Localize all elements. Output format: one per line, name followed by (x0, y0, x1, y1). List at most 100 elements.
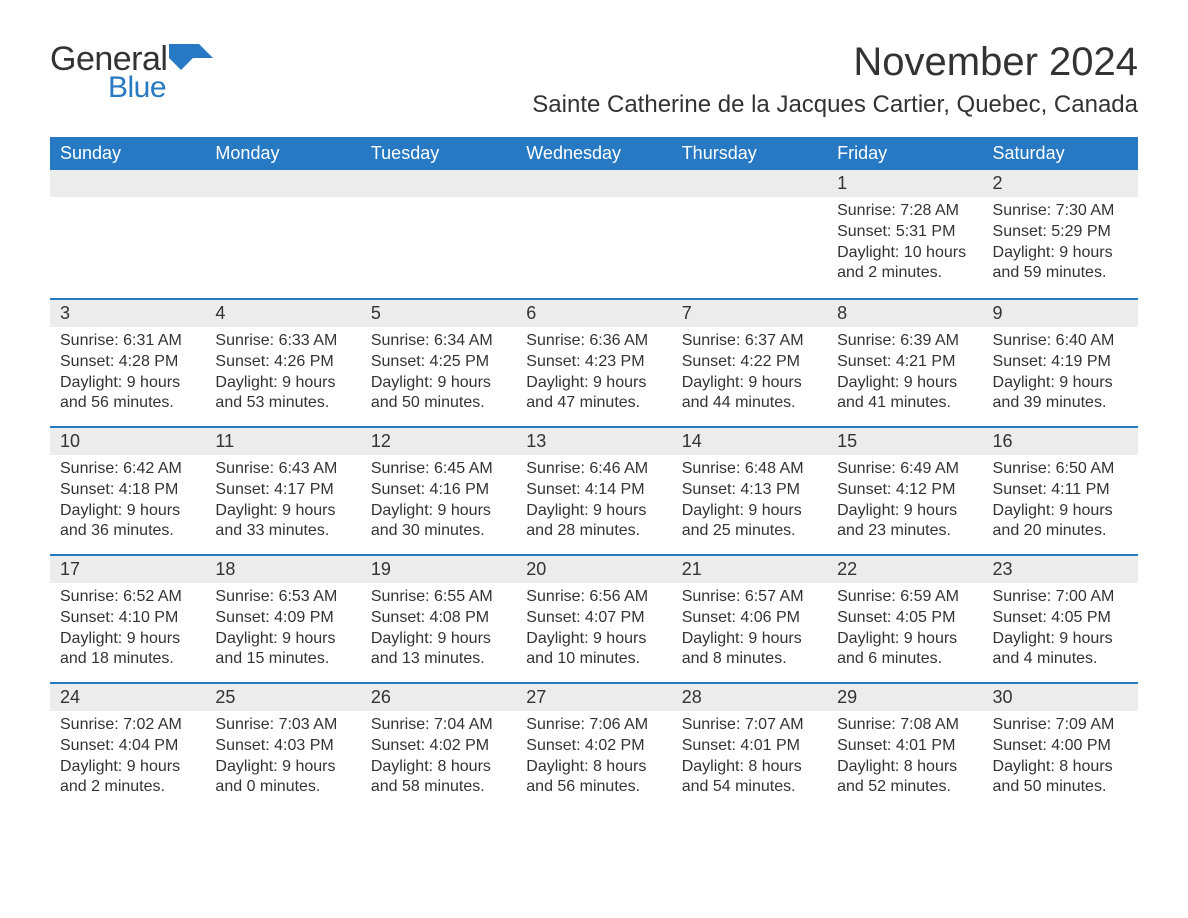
day-details: Sunrise: 6:37 AMSunset: 4:22 PMDaylight:… (672, 327, 827, 420)
day-details: Sunrise: 6:42 AMSunset: 4:18 PMDaylight:… (50, 455, 205, 548)
sunset-line: Sunset: 4:01 PM (837, 736, 972, 757)
day-number: 6 (516, 298, 671, 327)
calendar-cell: 16Sunrise: 6:50 AMSunset: 4:11 PMDayligh… (983, 426, 1138, 554)
sunrise-line: Sunrise: 7:02 AM (60, 715, 195, 736)
daylight-line: Daylight: 9 hours and 30 minutes. (371, 501, 506, 543)
day-details: Sunrise: 6:34 AMSunset: 4:25 PMDaylight:… (361, 327, 516, 420)
sunrise-line: Sunrise: 7:09 AM (993, 715, 1128, 736)
sunrise-line: Sunrise: 7:06 AM (526, 715, 661, 736)
day-details: Sunrise: 6:56 AMSunset: 4:07 PMDaylight:… (516, 583, 671, 676)
daylight-line: Daylight: 9 hours and 56 minutes. (60, 373, 195, 415)
calendar-cell: 19Sunrise: 6:55 AMSunset: 4:08 PMDayligh… (361, 554, 516, 682)
day-details: Sunrise: 7:02 AMSunset: 4:04 PMDaylight:… (50, 711, 205, 804)
calendar-week-row: 3Sunrise: 6:31 AMSunset: 4:28 PMDaylight… (50, 298, 1138, 426)
sunset-line: Sunset: 4:12 PM (837, 480, 972, 501)
day-number: 11 (205, 426, 360, 455)
calendar-cell: 6Sunrise: 6:36 AMSunset: 4:23 PMDaylight… (516, 298, 671, 426)
day-details: Sunrise: 6:53 AMSunset: 4:09 PMDaylight:… (205, 583, 360, 676)
weekday-header: Friday (827, 137, 982, 170)
daylight-line: Daylight: 9 hours and 39 minutes. (993, 373, 1128, 415)
sunset-line: Sunset: 4:03 PM (215, 736, 350, 757)
sunrise-line: Sunrise: 6:50 AM (993, 459, 1128, 480)
day-number: 15 (827, 426, 982, 455)
calendar-cell: 2Sunrise: 7:30 AMSunset: 5:29 PMDaylight… (983, 170, 1138, 298)
calendar-cell: 12Sunrise: 6:45 AMSunset: 4:16 PMDayligh… (361, 426, 516, 554)
day-number: 29 (827, 682, 982, 711)
sunrise-line: Sunrise: 6:31 AM (60, 331, 195, 352)
sunrise-line: Sunrise: 6:53 AM (215, 587, 350, 608)
calendar-cell: 13Sunrise: 6:46 AMSunset: 4:14 PMDayligh… (516, 426, 671, 554)
daylight-line: Daylight: 9 hours and 41 minutes. (837, 373, 972, 415)
daylight-line: Daylight: 9 hours and 2 minutes. (60, 757, 195, 799)
sunset-line: Sunset: 4:10 PM (60, 608, 195, 629)
daylight-line: Daylight: 9 hours and 10 minutes. (526, 629, 661, 671)
sunset-line: Sunset: 4:16 PM (371, 480, 506, 501)
sunrise-line: Sunrise: 7:30 AM (993, 201, 1128, 222)
daylight-line: Daylight: 9 hours and 8 minutes. (682, 629, 817, 671)
location-subtitle: Sainte Catherine de la Jacques Cartier, … (532, 91, 1138, 119)
calendar-cell: 20Sunrise: 6:56 AMSunset: 4:07 PMDayligh… (516, 554, 671, 682)
sunset-line: Sunset: 5:29 PM (993, 222, 1128, 243)
day-details: Sunrise: 6:48 AMSunset: 4:13 PMDaylight:… (672, 455, 827, 548)
day-details: Sunrise: 7:03 AMSunset: 4:03 PMDaylight:… (205, 711, 360, 804)
day-number: 12 (361, 426, 516, 455)
sunrise-line: Sunrise: 6:46 AM (526, 459, 661, 480)
day-number: 30 (983, 682, 1138, 711)
calendar-cell: 7Sunrise: 6:37 AMSunset: 4:22 PMDaylight… (672, 298, 827, 426)
logo-flag-icon (169, 44, 217, 72)
day-number: 9 (983, 298, 1138, 327)
sunrise-line: Sunrise: 7:03 AM (215, 715, 350, 736)
calendar-week-row: 1Sunrise: 7:28 AMSunset: 5:31 PMDaylight… (50, 170, 1138, 298)
calendar-cell: 22Sunrise: 6:59 AMSunset: 4:05 PMDayligh… (827, 554, 982, 682)
calendar-cell: 4Sunrise: 6:33 AMSunset: 4:26 PMDaylight… (205, 298, 360, 426)
calendar-week-row: 17Sunrise: 6:52 AMSunset: 4:10 PMDayligh… (50, 554, 1138, 682)
sunrise-line: Sunrise: 6:49 AM (837, 459, 972, 480)
day-number: 26 (361, 682, 516, 711)
day-details: Sunrise: 7:08 AMSunset: 4:01 PMDaylight:… (827, 711, 982, 804)
day-details: Sunrise: 6:45 AMSunset: 4:16 PMDaylight:… (361, 455, 516, 548)
sunset-line: Sunset: 4:17 PM (215, 480, 350, 501)
day-number: 7 (672, 298, 827, 327)
sunset-line: Sunset: 4:01 PM (682, 736, 817, 757)
calendar-body: 1Sunrise: 7:28 AMSunset: 5:31 PMDaylight… (50, 170, 1138, 810)
sunset-line: Sunset: 4:25 PM (371, 352, 506, 373)
sunset-line: Sunset: 4:00 PM (993, 736, 1128, 757)
logo: General Blue (50, 40, 217, 105)
day-details: Sunrise: 6:50 AMSunset: 4:11 PMDaylight:… (983, 455, 1138, 548)
title-block: November 2024 Sainte Catherine de la Jac… (532, 40, 1138, 129)
daylight-line: Daylight: 8 hours and 50 minutes. (993, 757, 1128, 799)
calendar-cell: 30 Sunrise: 7:09 AMSunset: 4:00 PMDayligh… (983, 682, 1138, 810)
daylight-line: Daylight: 9 hours and 25 minutes. (682, 501, 817, 543)
day-number: 28 (672, 682, 827, 711)
sunrise-line: Sunrise: 6:48 AM (682, 459, 817, 480)
day-details: Sunrise: 7:00 AMSunset: 4:05 PMDaylight:… (983, 583, 1138, 676)
sunset-line: Sunset: 4:21 PM (837, 352, 972, 373)
day-details: Sunrise: 6:39 AMSunset: 4:21 PMDaylight:… (827, 327, 982, 420)
calendar-cell: 28Sunrise: 7:07 AMSunset: 4:01 PMDayligh… (672, 682, 827, 810)
sunrise-line: Sunrise: 7:28 AM (837, 201, 972, 222)
sunset-line: Sunset: 4:02 PM (526, 736, 661, 757)
day-details: Sunrise: 6:59 AMSunset: 4:05 PMDaylight:… (827, 583, 982, 676)
day-details: Sunrise: 6:57 AMSunset: 4:06 PMDaylight:… (672, 583, 827, 676)
weekday-header: Sunday (50, 137, 205, 170)
sunset-line: Sunset: 4:02 PM (371, 736, 506, 757)
sunset-line: Sunset: 4:09 PM (215, 608, 350, 629)
weekday-header: Tuesday (361, 137, 516, 170)
month-title: November 2024 (532, 40, 1138, 85)
day-number: 25 (205, 682, 360, 711)
sunrise-line: Sunrise: 6:52 AM (60, 587, 195, 608)
day-details: Sunrise: 6:55 AMSunset: 4:08 PMDaylight:… (361, 583, 516, 676)
day-number: 3 (50, 298, 205, 327)
daylight-line: Daylight: 9 hours and 59 minutes. (993, 243, 1128, 285)
sunset-line: Sunset: 4:05 PM (837, 608, 972, 629)
day-details: Sunrise: 7:04 AMSunset: 4:02 PMDaylight:… (361, 711, 516, 804)
calendar-cell: 25Sunrise: 7:03 AMSunset: 4:03 PMDayligh… (205, 682, 360, 810)
weekday-header-row: SundayMondayTuesdayWednesdayThursdayFrid… (50, 137, 1138, 170)
daylight-line: Daylight: 8 hours and 58 minutes. (371, 757, 506, 799)
calendar-cell: 29Sunrise: 7:08 AMSunset: 4:01 PMDayligh… (827, 682, 982, 810)
sunrise-line: Sunrise: 7:00 AM (993, 587, 1128, 608)
calendar-cell: 8Sunrise: 6:39 AMSunset: 4:21 PMDaylight… (827, 298, 982, 426)
day-details: Sunrise: 6:46 AMSunset: 4:14 PMDaylight:… (516, 455, 671, 548)
sunset-line: Sunset: 4:11 PM (993, 480, 1128, 501)
calendar-cell: 18Sunrise: 6:53 AMSunset: 4:09 PMDayligh… (205, 554, 360, 682)
